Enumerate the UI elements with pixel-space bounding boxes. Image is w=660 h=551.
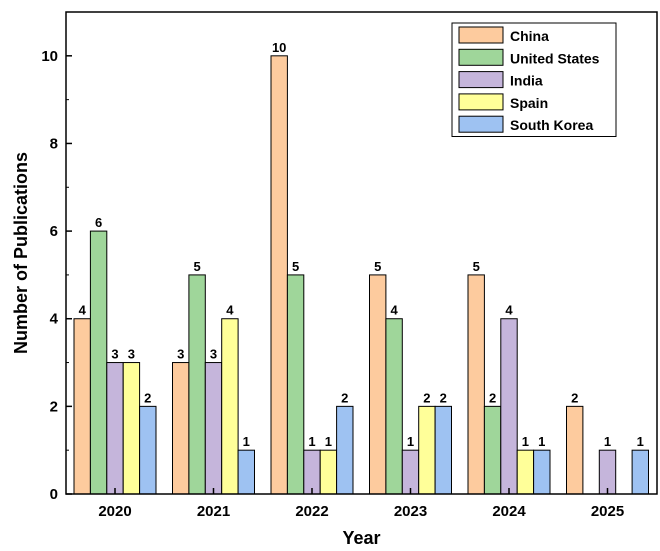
bar-india-2023 <box>401 449 420 495</box>
x-tick-label: 2021 <box>197 503 230 520</box>
bar-south-korea-2022 <box>336 405 354 495</box>
legend-label: United States <box>510 50 600 66</box>
legend-swatch <box>458 26 504 44</box>
bar-spain-2023 <box>418 405 436 495</box>
data-label: 3 <box>210 347 217 362</box>
bar-south-korea-2021 <box>237 449 256 495</box>
data-label: 5 <box>193 259 200 274</box>
data-label: 1 <box>538 434 545 449</box>
x-tick-label: 2022 <box>295 503 328 520</box>
legend-swatch <box>458 115 504 133</box>
bar-china-2022 <box>270 55 288 495</box>
plot-frame <box>65 11 658 495</box>
y-tick-label: 4 <box>50 311 59 328</box>
y-tick-label: 6 <box>50 223 58 240</box>
data-label: 2 <box>341 390 348 405</box>
bar-united-states-2022 <box>286 274 305 495</box>
bar-india-2024 <box>500 318 518 495</box>
data-label: 2 <box>144 390 151 405</box>
data-label: 2 <box>423 390 430 405</box>
bar-spain-2020 <box>122 362 141 495</box>
bar-china-2025 <box>566 405 584 495</box>
bar-india-2022 <box>303 449 321 495</box>
data-label: 1 <box>604 434 611 449</box>
bar-south-korea-2023 <box>434 405 453 495</box>
bar-spain-2022 <box>319 449 338 495</box>
data-label: 4 <box>226 303 234 318</box>
bar-china-2020 <box>73 318 91 495</box>
data-label: 5 <box>473 259 480 274</box>
data-label: 1 <box>325 434 332 449</box>
legend-label: South Korea <box>510 117 593 133</box>
data-label: 4 <box>79 303 87 318</box>
y-tick-label: 10 <box>41 48 58 65</box>
bar-china-2021 <box>172 362 190 495</box>
bar-united-states-2023 <box>385 318 403 495</box>
data-label: 5 <box>292 259 299 274</box>
y-axis-title: Number of Publications <box>11 152 31 354</box>
data-label: 3 <box>111 347 118 362</box>
data-label: 1 <box>308 434 315 449</box>
data-label: 4 <box>505 303 513 318</box>
bar-china-2023 <box>369 274 387 495</box>
bar-united-states-2021 <box>188 274 206 495</box>
x-axis-title: Year <box>342 528 380 548</box>
bar-south-korea-2024 <box>533 449 551 495</box>
bar-united-states-2020 <box>89 230 108 495</box>
bar-spain-2021 <box>221 318 239 495</box>
data-label: 5 <box>374 259 381 274</box>
data-label: 2 <box>489 390 496 405</box>
x-tick-label: 2020 <box>98 503 131 520</box>
y-tick-label: 8 <box>50 135 58 152</box>
data-label: 6 <box>95 215 102 230</box>
legend-label: China <box>510 28 549 44</box>
bar-india-2020 <box>106 362 124 495</box>
legend-label: Spain <box>510 95 548 111</box>
data-label: 1 <box>243 434 250 449</box>
data-label: 3 <box>128 347 135 362</box>
bar-india-2025 <box>598 449 617 495</box>
bar-south-korea-2025 <box>631 449 649 495</box>
bar-china-2024 <box>467 274 485 495</box>
y-tick-label: 0 <box>50 486 58 503</box>
data-label: 3 <box>177 347 184 362</box>
bar-india-2021 <box>204 362 223 495</box>
data-label: 2 <box>571 390 578 405</box>
legend-label: India <box>510 73 543 89</box>
data-label: 1 <box>407 434 414 449</box>
legend: China United States India Spain South Korea <box>451 22 617 137</box>
y-tick-label: 2 <box>50 398 58 415</box>
x-tick-label: 2023 <box>394 503 427 520</box>
legend-swatch <box>458 71 504 89</box>
x-tick-label: 2025 <box>591 503 624 520</box>
x-tick-label: 2024 <box>492 503 526 520</box>
bar-south-korea-2020 <box>139 405 157 495</box>
data-label: 4 <box>390 303 398 318</box>
data-label: 2 <box>440 390 447 405</box>
data-label: 1 <box>637 434 644 449</box>
bar-united-states-2024 <box>483 405 502 495</box>
legend-swatch <box>458 48 504 66</box>
legend-swatch <box>458 93 504 111</box>
data-label: 1 <box>522 434 529 449</box>
data-label: 10 <box>272 40 286 55</box>
bar-spain-2024 <box>516 449 535 495</box>
